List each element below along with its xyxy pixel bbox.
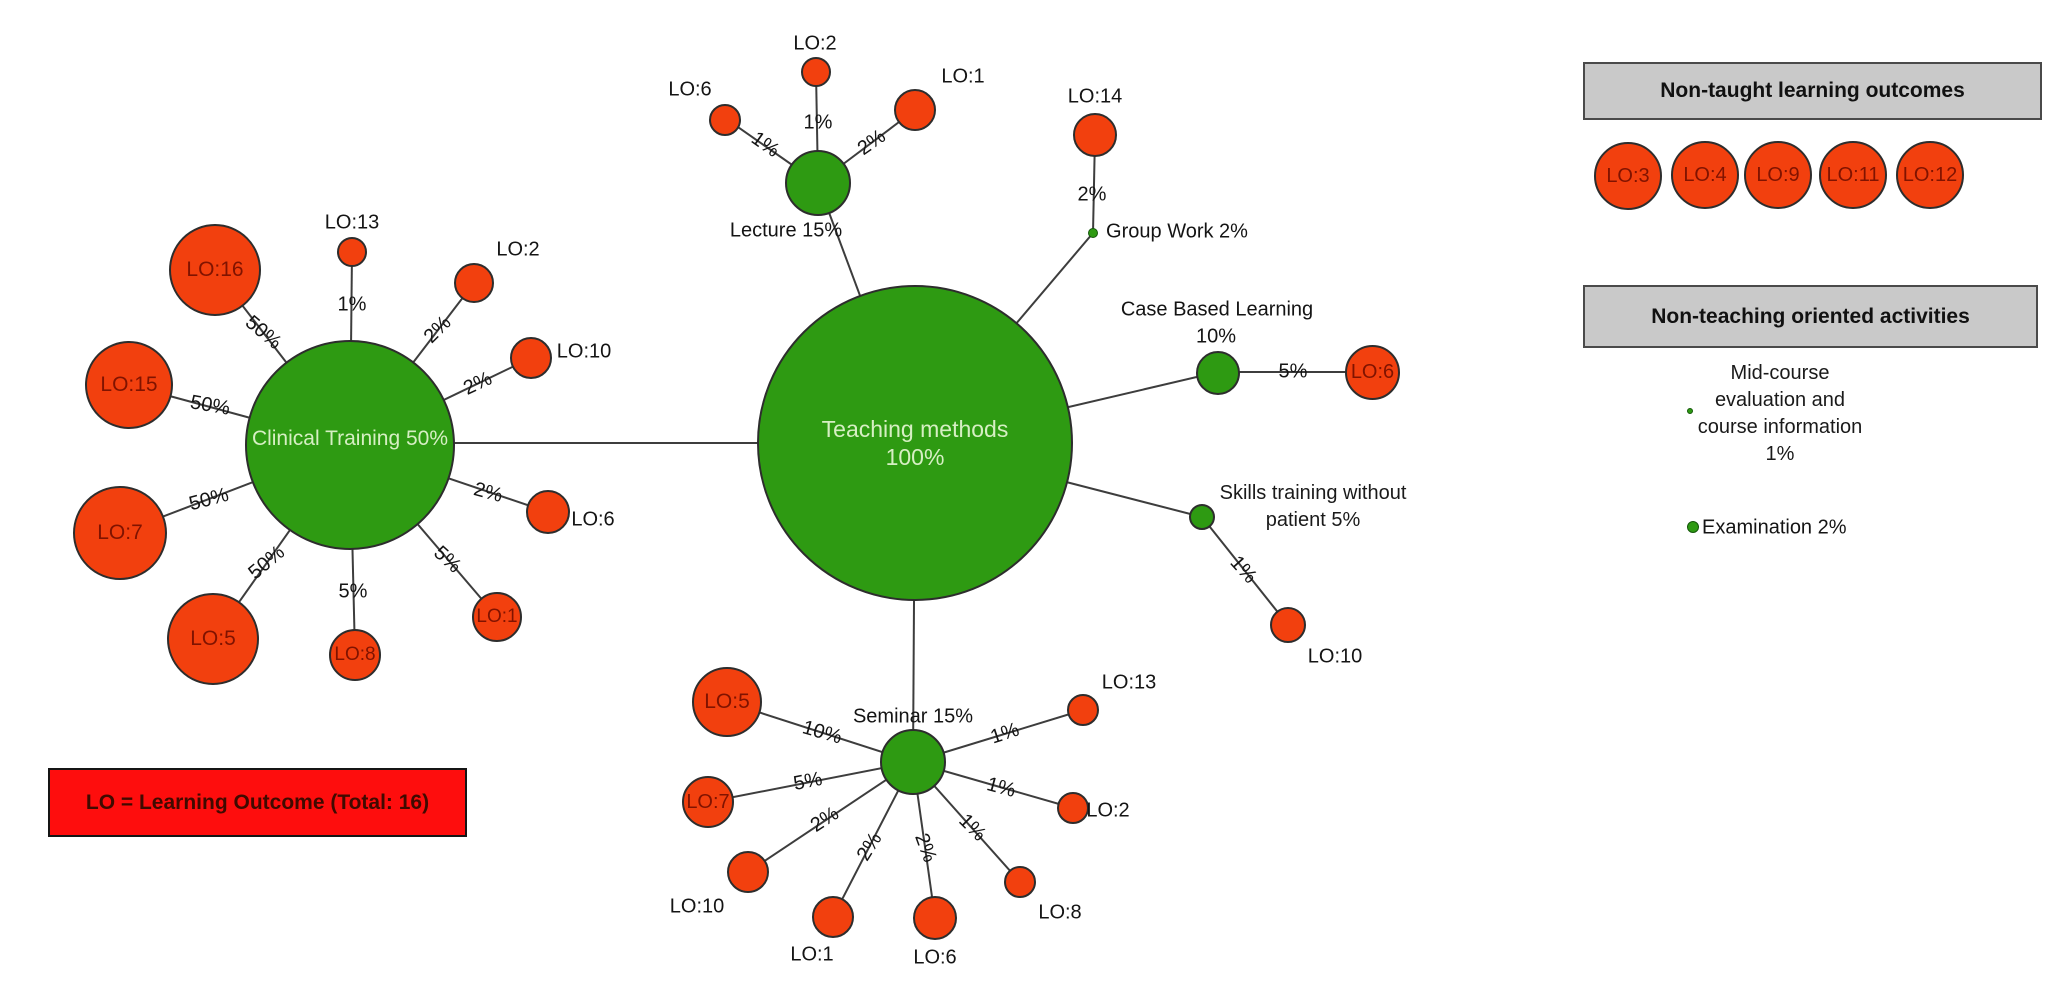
lecture-lo2-label: LO:2 <box>793 32 837 55</box>
groupwork-lo14-pct: 2% <box>1077 183 1107 206</box>
node-clinical-lo6 <box>526 490 570 534</box>
clinical-lo13-label: LO:13 <box>324 211 380 234</box>
seminar-lo6-label: LO:6 <box>913 946 957 969</box>
node-clinical-lo7: LO:7 <box>73 486 167 580</box>
seminar-lo13-label: LO:13 <box>1101 671 1157 694</box>
node-clinical-training: Clinical Training 50% <box>245 340 455 550</box>
midcourse-line4: 1% <box>1765 443 1795 465</box>
node-clinical-lo13 <box>337 237 367 267</box>
skills-title: Skills training without patient 5% <box>1220 480 1407 534</box>
node-case-based-learning <box>1196 351 1240 395</box>
clinical-lo16-label: LO:16 <box>186 258 244 281</box>
non-teaching-legend-title: Non-teaching oriented activities <box>1651 304 1970 328</box>
lecture-lo6-label: LO:6 <box>668 78 712 101</box>
node-clinical-lo2 <box>454 263 494 303</box>
clinical-lo10-label: LO:10 <box>556 340 612 363</box>
node-group-work-dot <box>1088 228 1098 238</box>
non-taught-legend-box: Non-taught learning outcomes <box>1583 62 2042 120</box>
node-skills-lo10 <box>1270 607 1306 643</box>
clinical-lo1-label: LO:1 <box>476 606 518 627</box>
seminar-lo2-label: LO:2 <box>1086 799 1130 822</box>
examination-dot <box>1687 521 1699 533</box>
clinical-training-label: Clinical Training 50% <box>251 427 449 451</box>
node-seminar <box>880 729 946 795</box>
examination-label: Examination 2% <box>1702 516 1847 539</box>
skills-lo10-label: LO:10 <box>1307 645 1363 668</box>
clinical-lo5-label: LO:5 <box>190 627 236 650</box>
lecture-lo1-label: LO:1 <box>941 65 985 88</box>
casebased-title: Case Based Learning <box>1120 298 1314 321</box>
node-seminar-lo5: LO:5 <box>692 667 762 737</box>
midcourse-line2: evaluation and <box>1714 389 1846 411</box>
node-seminar-lo6 <box>913 896 957 940</box>
seminar-lo5-label: LO:5 <box>704 690 750 713</box>
clinical-lo6-label: LO:6 <box>571 508 615 531</box>
node-nontaught-lo3: LO:3 <box>1594 142 1662 210</box>
casebased-lo6-label: LO:6 <box>1350 361 1395 383</box>
node-nontaught-lo9: LO:9 <box>1744 141 1812 209</box>
node-clinical-lo8: LO:8 <box>329 629 381 681</box>
node-nontaught-lo4: LO:4 <box>1671 141 1739 209</box>
node-teaching-methods: Teaching methods 100% <box>757 285 1073 601</box>
nontaught-lo12-label: LO:12 <box>1902 163 1958 186</box>
nontaught-lo3-label: LO:3 <box>1606 164 1650 187</box>
node-seminar-lo1 <box>812 896 854 938</box>
node-groupwork-lo14 <box>1073 113 1117 157</box>
lecture-title: Lecture 15% <box>729 219 843 242</box>
clinical-lo8-pct: 5% <box>338 580 368 603</box>
non-teaching-legend-box: Non-teaching oriented activities <box>1583 285 2038 348</box>
skills-title-line2: patient 5% <box>1265 509 1361 531</box>
edge-skills-lo10 <box>1201 516 1289 626</box>
node-clinical-lo16: LO:16 <box>169 224 261 316</box>
casebased-lo6-pct: 5% <box>1278 360 1308 383</box>
node-clinical-lo5: LO:5 <box>167 593 259 685</box>
seminar-lo1-label: LO:1 <box>790 943 834 966</box>
nontaught-lo9-label: LO:9 <box>1756 163 1800 186</box>
midcourse-line3: course information <box>1697 416 1863 438</box>
node-lecture-lo2 <box>801 57 831 87</box>
seminar-lo10-label: LO:10 <box>669 895 725 918</box>
node-nontaught-lo11: LO:11 <box>1819 141 1887 209</box>
midcourse-label: Mid-course evaluation and course informa… <box>1698 360 1863 468</box>
seminar-lo7-label: LO:7 <box>686 790 730 813</box>
seminar-title: Seminar 15% <box>852 705 974 728</box>
seminar-lo8-label: LO:8 <box>1038 901 1082 924</box>
node-lecture-lo1 <box>894 89 936 131</box>
teaching-methods-value: 100% <box>885 444 945 470</box>
edge-seminar-lo7 <box>707 761 914 803</box>
note-text: LO = Learning Outcome (Total: 16) <box>85 790 430 814</box>
clinical-lo8-label: LO:8 <box>334 644 376 665</box>
node-lecture-lo6 <box>709 104 741 136</box>
node-clinical-lo1: LO:1 <box>472 592 522 642</box>
node-seminar-lo2 <box>1057 792 1089 824</box>
node-nontaught-lo12: LO:12 <box>1896 141 1964 209</box>
clinical-lo15-label: LO:15 <box>100 373 158 396</box>
clinical-lo7-label: LO:7 <box>97 521 143 544</box>
nontaught-lo4-label: LO:4 <box>1683 163 1727 186</box>
node-seminar-lo13 <box>1067 694 1099 726</box>
casebased-value: 10% <box>1195 325 1237 348</box>
node-lecture <box>785 150 851 216</box>
node-clinical-lo10 <box>510 337 552 379</box>
node-casebased-lo6: LO:6 <box>1345 345 1400 400</box>
node-clinical-lo15: LO:15 <box>85 341 173 429</box>
note-box: LO = Learning Outcome (Total: 16) <box>48 768 467 837</box>
teaching-methods-label: Teaching methods <box>821 415 1009 442</box>
lecture-lo2-pct: 1% <box>803 111 833 134</box>
skills-title-line1: Skills training without <box>1219 482 1407 504</box>
node-seminar-lo10 <box>727 851 769 893</box>
midcourse-dot <box>1687 408 1693 414</box>
groupwork-title: Group Work 2% <box>1106 220 1248 243</box>
nontaught-lo11-label: LO:11 <box>1826 163 1880 186</box>
non-taught-legend-title: Non-taught learning outcomes <box>1660 79 1965 102</box>
groupwork-lo14-label: LO:14 <box>1067 85 1123 108</box>
midcourse-line1: Mid-course <box>1730 362 1830 384</box>
node-seminar-lo8 <box>1004 866 1036 898</box>
clinical-lo2-label: LO:2 <box>496 238 540 261</box>
node-seminar-lo7: LO:7 <box>682 776 734 828</box>
clinical-lo13-pct: 1% <box>337 293 367 316</box>
node-skills-training <box>1189 504 1215 530</box>
